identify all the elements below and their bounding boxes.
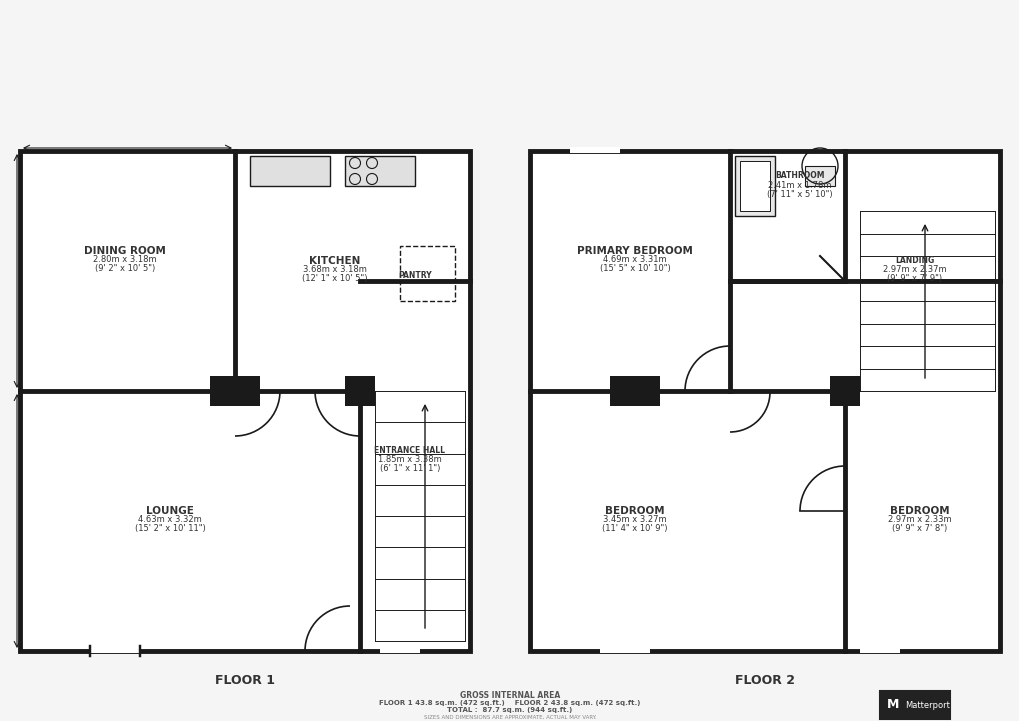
Bar: [735, 156, 774, 216]
Bar: [739, 161, 769, 211]
Text: 2.97m x 2.33m: 2.97m x 2.33m: [888, 516, 951, 524]
Text: (6' 1" x 11' 1"): (6' 1" x 11' 1"): [379, 464, 440, 474]
Text: BEDROOM: BEDROOM: [890, 506, 949, 516]
Bar: [250, 156, 330, 186]
Bar: [344, 376, 375, 406]
Bar: [90, 647, 140, 653]
Bar: [859, 647, 899, 653]
Text: 4.69m x 3.31m: 4.69m x 3.31m: [602, 255, 666, 265]
Text: (9' 2" x 10' 5"): (9' 2" x 10' 5"): [95, 265, 155, 273]
Bar: [804, 166, 835, 186]
Text: FLOOR 2: FLOOR 2: [735, 675, 794, 688]
Bar: [829, 376, 859, 406]
Text: Matterport: Matterport: [904, 701, 949, 709]
Bar: [20, 151, 470, 651]
Text: (9' 9" x 7' 8"): (9' 9" x 7' 8"): [892, 524, 947, 534]
Bar: [344, 156, 415, 186]
Bar: [380, 647, 420, 653]
Text: 4.63m x 3.32m: 4.63m x 3.32m: [138, 516, 202, 524]
Text: ENTRANCE HALL: ENTRANCE HALL: [374, 446, 445, 456]
Bar: [530, 151, 999, 651]
Text: DINING ROOM: DINING ROOM: [84, 246, 166, 256]
Text: BATHROOM: BATHROOM: [774, 172, 824, 180]
Text: (12' 1" x 10' 5"): (12' 1" x 10' 5"): [302, 275, 368, 283]
Text: (7' 11" x 5' 10"): (7' 11" x 5' 10"): [766, 190, 832, 198]
Text: 3.45m x 3.27m: 3.45m x 3.27m: [602, 516, 666, 524]
Text: KITCHEN: KITCHEN: [309, 256, 361, 266]
Bar: [599, 647, 649, 653]
Bar: [879, 691, 949, 719]
Text: (9' 9" x 7' 9"): (9' 9" x 7' 9"): [887, 275, 942, 283]
Text: TOTAL :  87.7 sq.m. (944 sq.ft.): TOTAL : 87.7 sq.m. (944 sq.ft.): [447, 707, 572, 713]
Text: FLOOR 1 43.8 sq.m. (472 sq.ft.)    FLOOR 2 43.8 sq.m. (472 sq.ft.): FLOOR 1 43.8 sq.m. (472 sq.ft.) FLOOR 2 …: [379, 700, 640, 706]
Text: 3.68m x 3.18m: 3.68m x 3.18m: [303, 265, 367, 275]
Text: LANDING: LANDING: [895, 257, 933, 265]
Text: 2.80m x 3.18m: 2.80m x 3.18m: [93, 255, 157, 265]
Text: 2.97m x 2.37m: 2.97m x 2.37m: [882, 265, 946, 275]
Text: 2.41m x 1.78m: 2.41m x 1.78m: [767, 180, 830, 190]
Bar: [570, 147, 620, 153]
Text: (15' 5" x 10' 10"): (15' 5" x 10' 10"): [599, 265, 669, 273]
Bar: [609, 376, 659, 406]
Text: PANTRY: PANTRY: [397, 272, 431, 280]
Text: (15' 2" x 10' 11"): (15' 2" x 10' 11"): [135, 524, 205, 534]
Text: SIZES AND DIMENSIONS ARE APPROXIMATE, ACTUAL MAY VARY.: SIZES AND DIMENSIONS ARE APPROXIMATE, AC…: [423, 715, 596, 720]
Bar: [399, 246, 454, 301]
Text: BEDROOM: BEDROOM: [604, 506, 664, 516]
Text: (11' 4" x 10' 9"): (11' 4" x 10' 9"): [601, 524, 667, 534]
Text: PRIMARY BEDROOM: PRIMARY BEDROOM: [577, 246, 692, 256]
Text: 1.85m x 3.38m: 1.85m x 3.38m: [378, 456, 441, 464]
Text: FLOOR 1: FLOOR 1: [215, 675, 275, 688]
Text: LOUNGE: LOUNGE: [146, 506, 194, 516]
Text: M: M: [887, 699, 899, 712]
Text: GROSS INTERNAL AREA: GROSS INTERNAL AREA: [460, 691, 559, 701]
Bar: [210, 376, 260, 406]
